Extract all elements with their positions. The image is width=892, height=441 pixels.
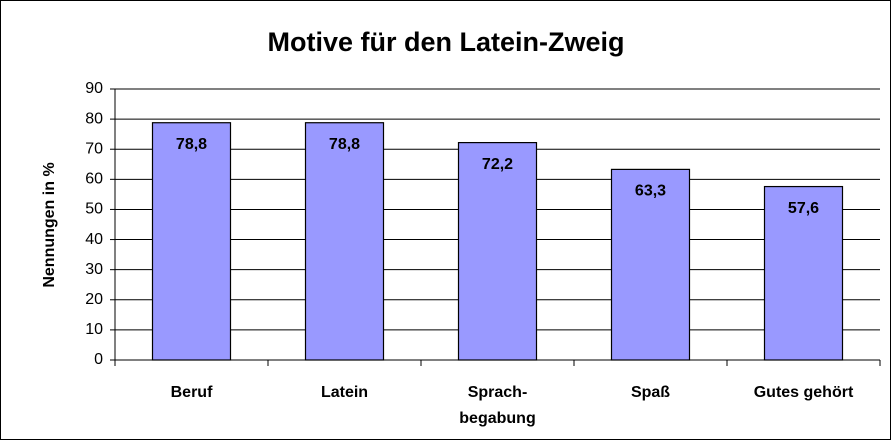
x-tick-label: Latein (321, 384, 368, 401)
data-label: 72,2 (482, 156, 513, 173)
bar (457, 141, 538, 361)
y-tick-label: 10 (85, 321, 103, 338)
x-tick-label: Spaß (631, 384, 670, 401)
y-tick-label: 50 (85, 201, 103, 218)
y-tick-label: 70 (85, 140, 103, 157)
data-label: 57,6 (788, 200, 819, 217)
y-tick-label: 40 (85, 231, 103, 248)
chart-title: Motive für den Latein-Zweig (267, 27, 624, 57)
x-tick-label: Beruf (171, 384, 213, 401)
data-label: 78,8 (329, 136, 360, 153)
y-tick-label: 20 (85, 291, 103, 308)
y-tick-label: 60 (85, 171, 103, 188)
bar (610, 168, 691, 361)
y-tick-label: 30 (85, 261, 103, 278)
data-label: 78,8 (176, 136, 207, 153)
y-tick-label: 90 (85, 80, 103, 97)
x-tick-label: Gutes gehört (754, 384, 854, 401)
bar (304, 122, 385, 361)
y-tick-label: 80 (85, 110, 103, 127)
data-label: 63,3 (635, 183, 666, 200)
y-axis-label: Nennungen in % (41, 162, 58, 287)
bar (151, 122, 232, 361)
y-tick-label: 0 (94, 351, 103, 368)
x-tick-label: Sprach-begabung (459, 384, 535, 427)
